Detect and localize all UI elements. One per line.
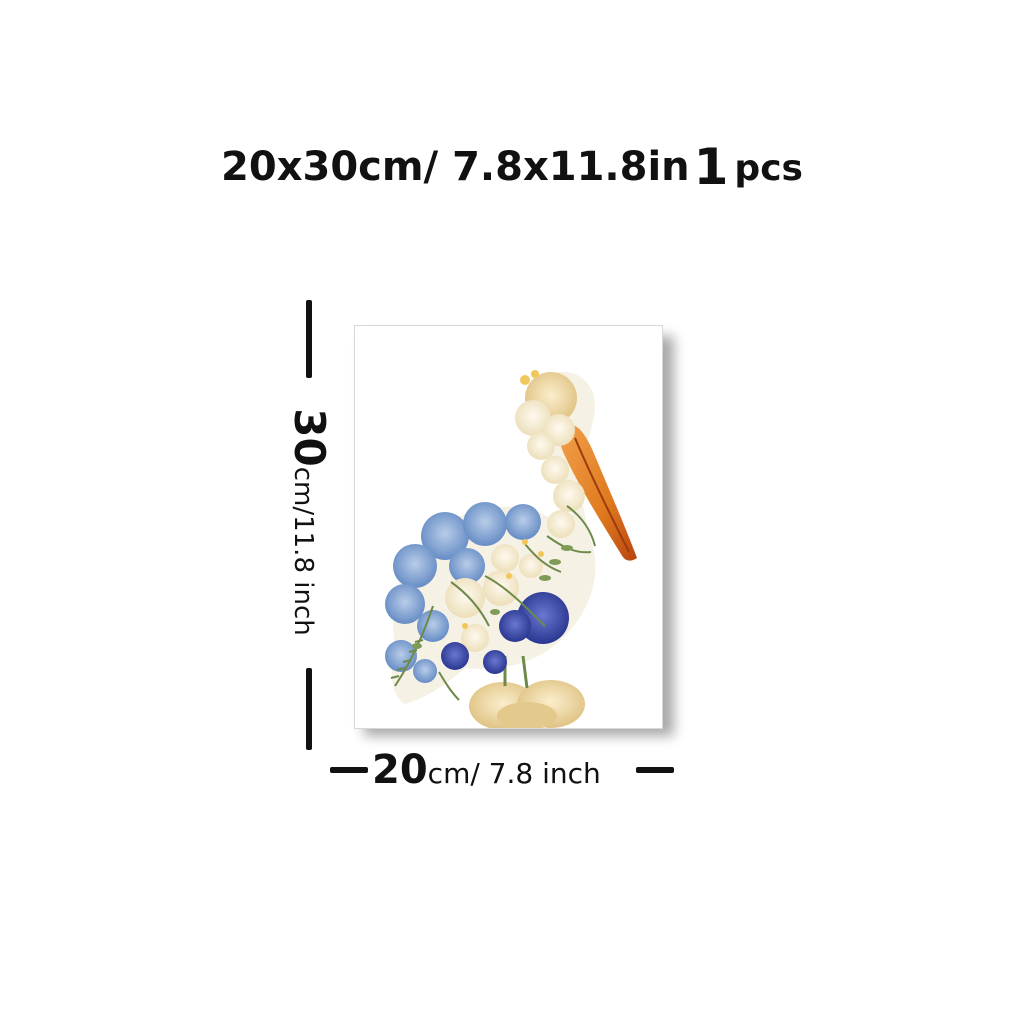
- height-unit-text: cm/11.8 inch: [288, 466, 318, 636]
- width-dimension-label: 20cm/ 7.8 inch: [372, 750, 601, 790]
- height-value: 30: [285, 408, 334, 467]
- pelican-flower-illustration: [385, 370, 637, 728]
- quantity-number: 1: [693, 138, 729, 196]
- art-print: [354, 325, 663, 729]
- width-value: 20: [372, 747, 428, 793]
- quantity-unit: pcs: [734, 148, 803, 189]
- height-dimension-line-top: [306, 300, 312, 378]
- width-dimension-line-right: [636, 767, 674, 773]
- height-dimension-line-bottom: [306, 668, 312, 750]
- product-size-title: 20x30cm/ 7.8x11.8in1 pcs: [0, 138, 1024, 198]
- height-dimension-label: 30cm/11.8 inch: [285, 408, 334, 636]
- size-text: 20x30cm/ 7.8x11.8in: [221, 144, 690, 190]
- width-unit-text: cm/ 7.8 inch: [427, 757, 601, 790]
- width-dimension-line-left: [330, 767, 368, 773]
